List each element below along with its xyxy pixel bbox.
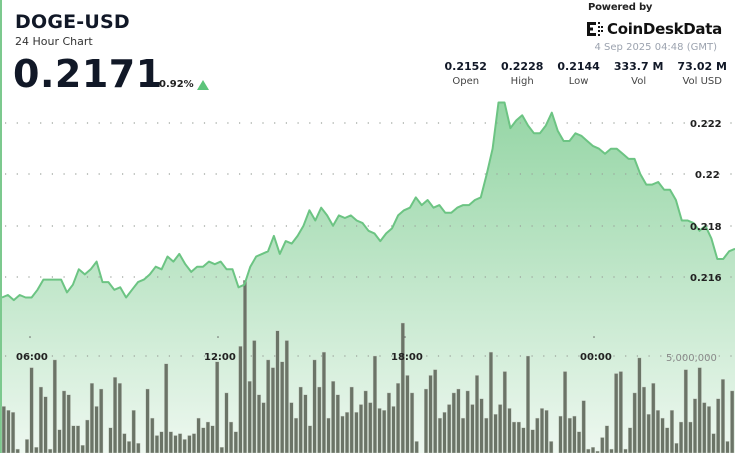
coindesk-logo: CoinDeskData (587, 20, 722, 38)
y-tick-label: 0.216 (690, 273, 722, 284)
stat-label: High (510, 76, 534, 87)
stat-value: 73.02 M (677, 60, 727, 73)
stat-value: 0.2152 (444, 60, 487, 73)
current-price: 0.2171 (13, 52, 163, 96)
chart-subtitle: 24 Hour Chart (15, 35, 93, 48)
x-tick-label: 06:00 (16, 352, 48, 363)
stat-high: 0.2228 High (501, 60, 543, 87)
x-tick-label: 12:00 (204, 352, 236, 363)
stat-value: 333.7 M (613, 60, 664, 73)
y-tick-label: 0.22 (695, 170, 720, 181)
volume-bars (1, 280, 735, 453)
powered-by-label: Powered by (588, 2, 653, 13)
stat-label: Open (452, 76, 480, 87)
x-tick-label: 00:00 (580, 352, 612, 363)
brand-name: CoinDeskData (607, 20, 722, 38)
coindesk-logo-icon (587, 22, 603, 36)
stat-label: Vol USD (682, 76, 722, 87)
stat-label: Vol (631, 76, 647, 87)
stat-value: 0.2228 (500, 60, 544, 73)
y-tick-label: 0.218 (690, 222, 722, 233)
stat-low: 0.2144 Low (557, 60, 599, 87)
price-area (2, 102, 735, 453)
stat-vol: 333.7 M Vol (614, 60, 664, 87)
change-percent: 0.92% (159, 79, 194, 90)
stat-open: 0.2152 Open (444, 60, 486, 87)
left-accent-border (0, 0, 2, 453)
stat-vol-usd: 73.02 M Vol USD (677, 60, 727, 87)
x-tick-label: 18:00 (391, 352, 423, 363)
volume-tick-label: 5,000,000 (666, 353, 717, 364)
stat-label: Low (568, 76, 589, 87)
price-line (1, 101, 735, 302)
timestamp: 4 Sep 2025 04:48 (GMT) (594, 42, 717, 53)
up-arrow-icon (197, 80, 209, 90)
stats-row: 0.2152 Open 0.2228 High 0.2144 Low 333.7… (430, 60, 727, 87)
y-tick-label: 0.222 (690, 119, 722, 130)
symbol-title: DOGE-USD (15, 11, 130, 33)
stat-value: 0.2144 (557, 60, 600, 73)
